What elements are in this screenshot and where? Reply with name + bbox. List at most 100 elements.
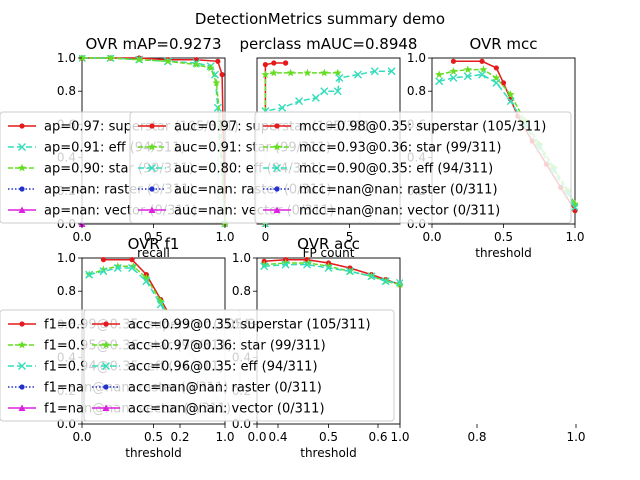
x-tick-label: 1.0: [565, 230, 584, 244]
x-tick-label: 0.0: [72, 430, 91, 444]
x-tick-label: 0.5: [319, 430, 338, 444]
data-point-marker: [281, 258, 290, 267]
data-point-marker: [99, 267, 108, 276]
data-point-marker: [367, 272, 376, 281]
x-tick-label: 0.5: [144, 430, 163, 444]
data-point-marker: [103, 384, 109, 390]
data-point-marker: [149, 186, 155, 192]
data-point-marker: [492, 78, 501, 87]
x-tick-label: 1.0: [215, 230, 234, 244]
x-tick-label: 0.5: [494, 230, 513, 244]
legend-box: mcc=0.98@0.35: superstar (105/311) mcc=0.…: [254, 111, 572, 224]
x-tick-label: 1.0: [215, 430, 234, 444]
data-point-marker: [506, 90, 515, 98]
y-tick-label: 1.0: [57, 51, 76, 65]
data-point-marker: [18, 163, 26, 172]
data-point-marker: [506, 97, 515, 106]
data-point-marker: [260, 260, 269, 268]
stray-x-tick-label: 1.0: [566, 430, 585, 444]
data-point-marker: [273, 206, 281, 213]
data-point-marker: [479, 65, 488, 73]
data-point-marker: [18, 340, 26, 349]
x-tick-label: 5: [346, 230, 354, 244]
data-point-marker: [463, 72, 472, 81]
data-point-marker: [206, 63, 215, 72]
data-point-marker: [311, 93, 320, 102]
data-point-marker: [303, 68, 312, 77]
legend-entry-label: mcc=nan@nan: raster (0/311): [299, 183, 498, 198]
data-point-marker: [19, 384, 25, 390]
data-point-marker: [129, 257, 135, 263]
legend-entry-label: acc=0.97@0.36: star (99/311): [128, 339, 326, 354]
y-tick-label: 1.0: [407, 51, 426, 65]
data-point-marker: [261, 70, 270, 78]
legend-entry-label: acc=0.96@0.35: eff (94/311): [128, 360, 318, 375]
data-point-marker: [215, 58, 221, 64]
data-point-marker: [381, 277, 390, 286]
data-point-marker: [19, 321, 25, 327]
x-tick-label: 0.0: [422, 230, 441, 244]
x-axis-label: threshold: [475, 246, 532, 260]
data-point-marker: [19, 123, 25, 129]
data-point-marker: [148, 164, 156, 172]
figure-suptitle: DetectionMetrics summary demo: [195, 10, 445, 28]
data-point-marker: [128, 263, 137, 272]
legend-frame: [83, 309, 395, 422]
data-point-marker: [463, 65, 472, 73]
data-point-marker: [493, 65, 499, 71]
x-tick-label: 1.0: [390, 430, 409, 444]
stray-x-tick-label: 0.8: [467, 430, 486, 444]
data-point-marker: [212, 78, 221, 87]
data-point-marker: [278, 103, 287, 112]
data-point-marker: [79, 55, 86, 62]
data-point-marker: [353, 70, 362, 79]
data-point-marker: [370, 67, 379, 76]
data-point-marker: [286, 68, 295, 77]
data-point-marker: [435, 70, 444, 78]
subplot-title: OVR mAP=0.9273: [86, 35, 222, 53]
stray-x-tick-label: 0.2: [170, 430, 189, 444]
y-tick-label: 0.8: [57, 84, 76, 98]
data-point-marker: [449, 73, 458, 82]
data-point-marker: [271, 60, 277, 66]
legend-box: acc=0.99@0.35: superstar (105/311) acc=0.…: [83, 309, 395, 422]
data-point-marker: [295, 97, 304, 106]
legend-entry-label: mcc=0.90@0.35: eff (94/311): [299, 162, 493, 177]
data-point-marker: [324, 263, 333, 272]
data-point-marker: [18, 143, 26, 151]
series-group: [79, 55, 228, 227]
legend-entry-label: mcc=0.98@0.35: superstar (105/311): [299, 120, 546, 135]
stray-axes-layer: 0.2 0.4 0.6 0.8 1.0: [170, 424, 586, 444]
data-point-marker: [500, 80, 507, 86]
data-point-marker: [148, 142, 156, 151]
data-point-marker: [219, 72, 225, 78]
data-point-marker: [18, 404, 26, 411]
stray-x-tick-label: 0.6: [368, 430, 387, 444]
data-point-marker: [450, 58, 457, 64]
data-point-marker: [192, 60, 201, 68]
x-axis-label: threshold: [300, 446, 357, 460]
data-point-marker: [85, 270, 94, 279]
series-line-eff: [264, 263, 401, 284]
data-point-marker: [320, 87, 329, 96]
data-point-marker: [273, 142, 281, 151]
plots-layer: OVR mAP=0.92730.00.51.0recall0.00.20.40.…: [0, 35, 585, 460]
data-point-marker: [281, 260, 290, 269]
data-point-marker: [106, 55, 115, 62]
legend-entry-label: mcc=nan@nan: vector (0/311): [299, 204, 500, 219]
data-point-marker: [100, 257, 107, 263]
data-point-marker: [102, 404, 110, 411]
subplot-title: OVR mcc: [469, 35, 537, 53]
data-point-marker: [320, 68, 329, 77]
data-point-marker: [142, 277, 151, 286]
legend-entry-label: acc=0.99@0.35: superstar (105/311): [128, 318, 371, 333]
data-point-marker: [273, 164, 281, 172]
data-point-marker: [269, 68, 278, 77]
data-point-marker: [333, 87, 342, 96]
data-point-marker: [478, 70, 487, 79]
y-tick-label: 1.0: [232, 251, 251, 265]
data-point-marker: [148, 206, 156, 213]
legend-frame: [254, 111, 572, 224]
data-point-marker: [79, 220, 86, 227]
data-point-marker: [135, 55, 144, 64]
